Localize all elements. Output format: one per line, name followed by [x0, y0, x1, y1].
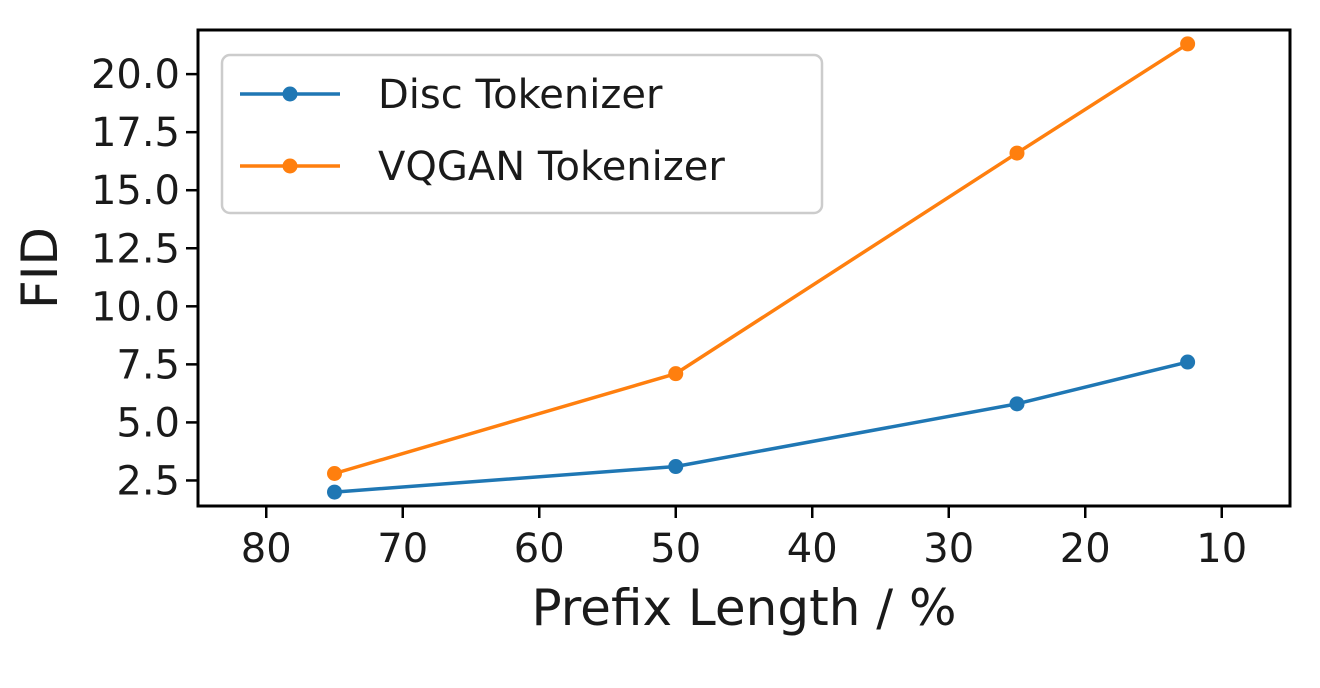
legend-marker [282, 86, 298, 102]
y-tick-label: 10.0 [91, 284, 180, 330]
legend: Disc Tokenizer VQGAN Tokenizer [220, 53, 824, 215]
y-tick-label: 5.0 [116, 400, 180, 446]
x-axis: 80 70 60 50 40 30 20 10 [241, 506, 1247, 572]
x-tick-label: 80 [241, 526, 292, 572]
series-line-2 [334, 42, 1189, 476]
plot-frame [196, 28, 1292, 508]
data-point [1180, 36, 1196, 52]
data-point [1009, 145, 1025, 161]
y-tick-label: 15.0 [91, 168, 180, 214]
x-tick-label: 40 [787, 526, 838, 572]
legend-label: VQGAN Tokenizer [378, 144, 725, 190]
y-axis-label: FID [11, 227, 69, 309]
y-tick-label: 2.5 [116, 458, 180, 504]
x-tick-label: 60 [514, 526, 565, 572]
y-tick-label: 17.5 [91, 110, 180, 156]
y-axis: 2.5 5.0 7.5 10.0 12.5 15.0 17.5 20.0 [91, 52, 198, 504]
data-point [1180, 354, 1196, 370]
plot-marks [327, 36, 1196, 500]
data-point [327, 484, 342, 500]
x-tick-label: 30 [923, 526, 974, 572]
x-tick-label: 50 [650, 526, 701, 572]
legend-marker [282, 158, 298, 174]
data-point [327, 465, 342, 481]
legend-label: Disc Tokenizer [378, 72, 663, 118]
legend-box [220, 53, 824, 215]
series-line-1 [334, 360, 1189, 494]
x-tick-label: 70 [377, 526, 428, 572]
data-point [668, 366, 684, 382]
data-point [668, 459, 684, 475]
x-axis-label: Prefix Length / % [531, 579, 956, 637]
y-tick-label: 20.0 [91, 52, 180, 98]
y-tick-label: 12.5 [91, 226, 180, 272]
data-point [1009, 396, 1025, 412]
y-tick-label: 7.5 [116, 342, 180, 388]
x-tick-label: 10 [1196, 526, 1247, 572]
x-tick-label: 20 [1060, 526, 1111, 572]
